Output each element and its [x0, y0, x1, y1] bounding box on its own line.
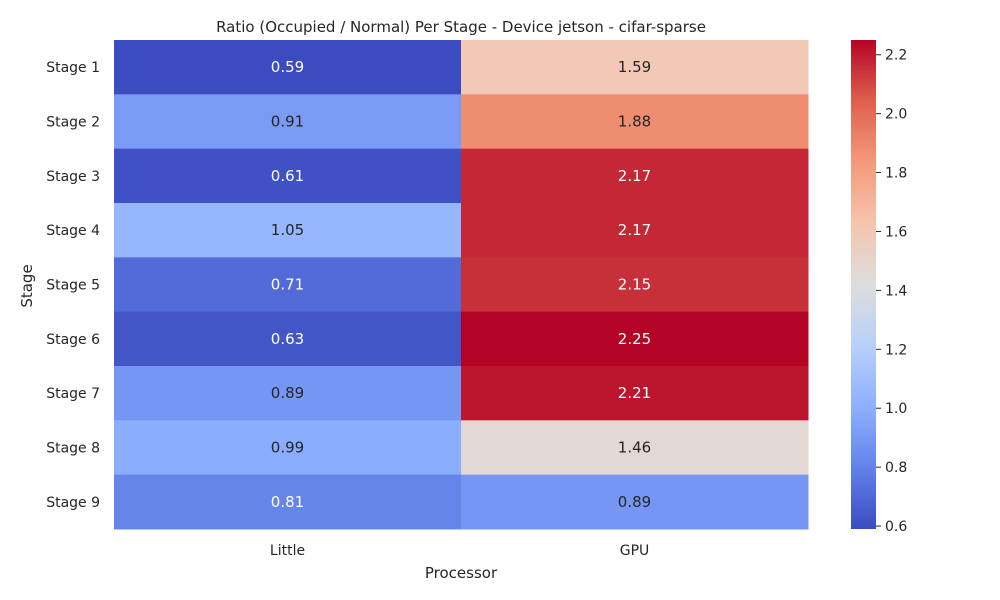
y-tick-label: Stage 4 — [46, 223, 100, 239]
y-tick-label: Stage 5 — [46, 278, 100, 294]
heatmap-cell — [461, 311, 809, 367]
heatmap-cell — [461, 203, 809, 258]
chart-title: Ratio (Occupied / Normal) Per Stage - De… — [216, 18, 706, 36]
cell-value-label: 0.71 — [271, 276, 304, 294]
cell-value-label: 1.88 — [618, 113, 651, 131]
cell-value-label: 2.25 — [618, 330, 651, 348]
cell-value-label: 2.17 — [618, 167, 651, 185]
colorbar-tick-label: 1.4 — [885, 283, 907, 299]
heatmap-cell — [114, 203, 462, 258]
heatmap-cell — [114, 366, 462, 421]
cell-value-label: 1.05 — [271, 221, 304, 239]
x-tick-label: GPU — [620, 543, 650, 559]
heatmap-cells: 0.59 1.59 0.91 1.88 0.61 2.17 1.05 2.17 0.71 2.15… — [114, 40, 809, 530]
y-tick-label: Stage 7 — [46, 386, 100, 402]
colorbar-tick-label: 1.2 — [885, 342, 907, 358]
cell-value-label: 2.21 — [618, 384, 651, 402]
heatmap-cell — [461, 148, 809, 204]
heatmap-cell — [114, 311, 462, 367]
y-tick-label: Stage 8 — [46, 441, 100, 457]
colorbar-tick-label: 1.8 — [885, 166, 907, 182]
x-axis-label: Processor — [425, 564, 498, 582]
heatmap-cell — [461, 40, 809, 95]
x-tick-label: Little — [270, 543, 305, 559]
heatmap-cell — [114, 420, 462, 476]
cell-value-label: 2.17 — [618, 221, 651, 239]
colorbar — [851, 40, 876, 529]
y-tick-label: Stage 3 — [46, 169, 100, 185]
y-tick-label: Stage 6 — [46, 332, 100, 348]
colorbar-tick-label: 1.6 — [885, 224, 907, 240]
heatmap-cell — [461, 420, 809, 476]
heatmap-cell — [114, 40, 462, 95]
cell-value-label: 1.46 — [618, 439, 651, 457]
cell-value-label: 2.15 — [618, 276, 651, 294]
cell-value-label: 0.63 — [271, 330, 304, 348]
colorbar-tick-label: 1.0 — [885, 401, 907, 417]
y-tick-label: Stage 1 — [46, 60, 100, 76]
cell-value-label: 0.59 — [271, 58, 304, 76]
y-tick-label: Stage 9 — [46, 495, 100, 511]
cell-value-label: 0.99 — [271, 439, 304, 457]
colorbar-ticks: 0.6 0.8 1.0 1.2 1.4 1.6 1.8 2.0 2.2 — [876, 48, 907, 535]
y-tick-labels: Stage 1 Stage 2 Stage 3 Stage 4 Stage 5 Stage… — [46, 60, 100, 511]
heatmap-cell — [114, 148, 462, 204]
heatmap-cell — [114, 474, 462, 530]
heatmap-cell — [461, 366, 809, 421]
colorbar-tick-label: 2.0 — [885, 107, 907, 123]
heatmap-cell — [461, 94, 809, 150]
cell-value-label: 0.61 — [271, 167, 304, 185]
y-axis-label: Stage — [18, 264, 36, 307]
x-tick-labels: Little GPU — [270, 543, 649, 559]
heatmap-cell — [461, 257, 809, 313]
heatmap-cell — [114, 257, 462, 313]
heatmap-cell — [114, 94, 462, 150]
cell-value-label: 1.59 — [618, 58, 651, 76]
colorbar-tick-label: 0.8 — [885, 460, 907, 476]
cell-value-label: 0.89 — [271, 384, 304, 402]
cell-value-label: 0.91 — [271, 113, 304, 131]
cell-value-label: 0.81 — [271, 493, 304, 511]
cell-value-label: 0.89 — [618, 493, 651, 511]
colorbar-tick-label: 0.6 — [885, 519, 907, 535]
y-tick-label: Stage 2 — [46, 115, 100, 131]
colorbar-tick-label: 2.2 — [885, 48, 907, 64]
heatmap-cell — [461, 474, 809, 530]
